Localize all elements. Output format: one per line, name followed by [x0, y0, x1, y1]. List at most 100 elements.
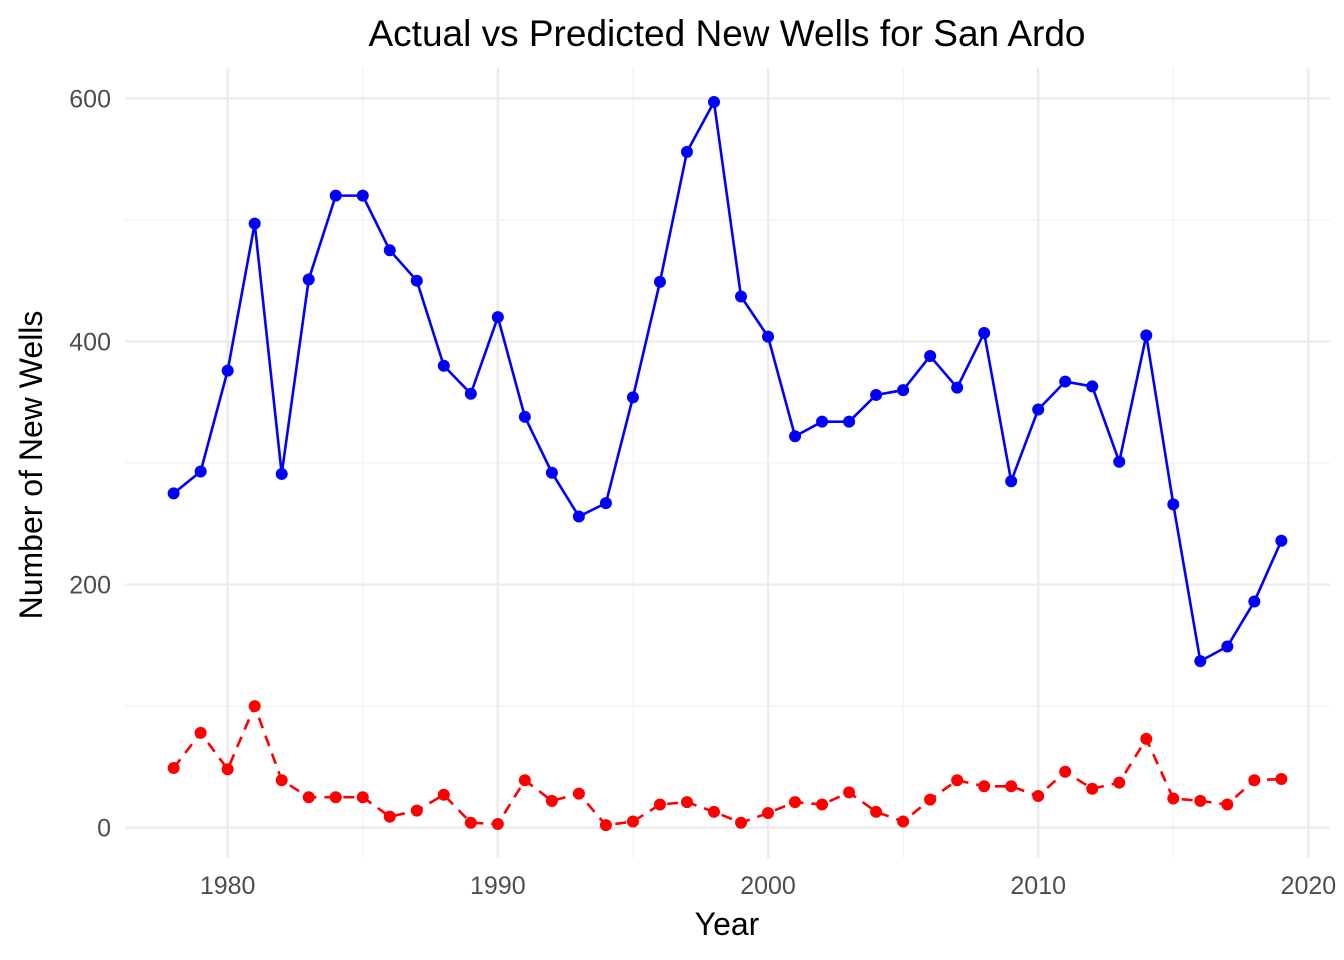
data-point	[194, 465, 207, 478]
data-point	[1221, 798, 1234, 811]
y-axis-title: Number of New Wells	[13, 311, 49, 620]
data-point	[951, 381, 964, 394]
data-point	[1167, 498, 1180, 511]
data-point	[518, 774, 531, 787]
data-point	[383, 244, 396, 257]
data-point	[302, 791, 315, 804]
x-tick-label: 1980	[200, 872, 256, 900]
data-point	[816, 798, 829, 811]
data-point	[707, 96, 720, 109]
data-point	[275, 774, 288, 787]
data-point	[329, 791, 342, 804]
data-point	[1194, 655, 1207, 668]
data-point	[383, 810, 396, 823]
tick-labels: 1980 1990 2000 2010 2020 0 200 400 600	[69, 85, 1336, 900]
data-point	[437, 359, 450, 372]
data-point	[626, 391, 639, 404]
data-point	[1248, 774, 1261, 787]
data-point	[897, 384, 910, 397]
data-point	[680, 145, 693, 158]
x-axis-title: Year	[695, 906, 760, 942]
series-line	[172, 100, 1283, 663]
data-point	[707, 805, 720, 818]
data-point	[870, 388, 883, 401]
data-point	[789, 430, 802, 443]
data-point	[735, 290, 748, 303]
data-point	[843, 786, 856, 799]
data-point	[464, 387, 477, 400]
data-point	[843, 415, 856, 428]
data-point	[1140, 329, 1153, 342]
x-tick-label: 2020	[1281, 872, 1337, 900]
data-point	[735, 816, 748, 829]
data-point	[1032, 790, 1045, 803]
grid	[125, 68, 1330, 858]
y-tick-label: 200	[69, 572, 111, 600]
data-point	[356, 189, 369, 202]
data-point	[924, 793, 937, 806]
data-point	[680, 796, 693, 809]
chart-title: Actual vs Predicted New Wells for San Ar…	[368, 13, 1085, 54]
data-point	[1086, 782, 1099, 795]
data-point	[1113, 776, 1126, 789]
data-point	[356, 791, 369, 804]
data-point	[491, 311, 504, 324]
data-point	[491, 817, 504, 830]
y-tick-label: 0	[97, 815, 111, 843]
data-point	[789, 796, 802, 809]
x-tick-label: 2000	[740, 872, 796, 900]
data-point	[1194, 794, 1207, 807]
data-point	[1221, 640, 1234, 653]
data-point	[275, 467, 288, 480]
data-point	[221, 763, 234, 776]
data-point	[599, 497, 612, 510]
data-point	[410, 274, 423, 287]
data-point	[1275, 534, 1288, 547]
data-point	[1275, 773, 1288, 785]
data-point	[762, 330, 775, 343]
data-point	[1167, 792, 1180, 805]
x-tick-label: 2010	[1010, 872, 1066, 900]
data-point	[329, 189, 342, 202]
data-point	[221, 364, 234, 377]
data-point	[410, 804, 423, 817]
data-point	[653, 798, 666, 811]
data-point	[1032, 403, 1045, 416]
data-point	[762, 807, 775, 820]
data-point	[626, 815, 639, 828]
data-point	[1059, 765, 1072, 778]
data-point	[464, 816, 477, 829]
data-point	[572, 787, 585, 800]
data-point	[437, 788, 450, 801]
data-point	[248, 700, 261, 713]
data-point	[1086, 380, 1099, 393]
data-point	[545, 794, 558, 807]
data-point	[1248, 595, 1261, 608]
data-point	[897, 815, 910, 828]
data-point	[167, 762, 180, 775]
data-point	[545, 466, 558, 479]
data-point	[653, 275, 666, 288]
data-point	[572, 510, 585, 523]
data-point	[924, 350, 937, 363]
data-point	[518, 410, 531, 423]
data-point	[194, 726, 207, 739]
data-point	[1005, 475, 1018, 488]
data-point	[978, 326, 991, 339]
data-point	[599, 819, 612, 832]
data-point	[248, 217, 261, 230]
data-point	[1113, 455, 1126, 468]
y-tick-label: 600	[69, 85, 111, 113]
data-point	[816, 415, 829, 428]
data-point	[167, 487, 180, 500]
series-2	[167, 700, 1288, 832]
data-point	[870, 805, 883, 818]
series-line	[172, 704, 1282, 827]
data-point	[978, 780, 991, 793]
data-point	[1140, 732, 1153, 745]
series-layer	[167, 96, 1288, 832]
data-point	[1005, 780, 1018, 793]
x-tick-label: 1990	[470, 872, 526, 900]
series-1	[167, 96, 1288, 668]
data-point	[951, 774, 964, 787]
